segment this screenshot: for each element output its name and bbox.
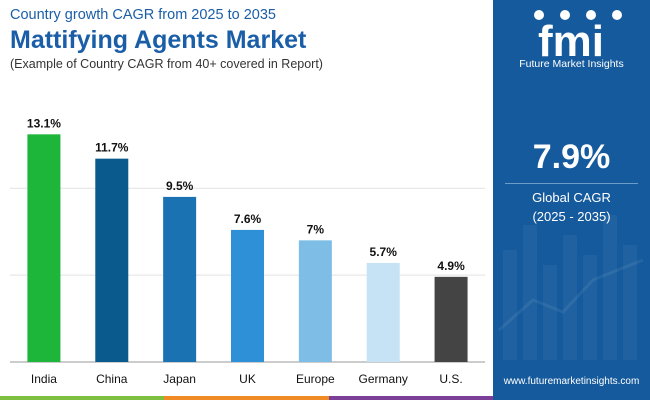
side-panel: fmi Future Market Insights 7.9% Global C…: [493, 0, 650, 400]
global-cagr-period: (2025 - 2035): [532, 209, 611, 224]
bar-germany: [366, 262, 400, 362]
chart-title: Mattifying Agents Market: [10, 26, 307, 54]
panel-texture: [498, 215, 644, 360]
bar-value-label: 5.7%: [370, 245, 398, 259]
cagr-divider: [505, 183, 638, 184]
bar-uk: [231, 229, 264, 362]
category-label: China: [96, 372, 128, 386]
category-label: Germany: [359, 372, 408, 386]
global-cagr-value: 7.9%: [532, 138, 611, 176]
footer-strip-orange: [164, 396, 329, 400]
global-cagr-caption: Global CAGR: [532, 190, 611, 205]
bar-china: [95, 158, 129, 362]
footer-strip-purple: [328, 396, 493, 400]
category-label: India: [31, 372, 57, 386]
bar-value-label: 7%: [307, 222, 325, 236]
chart-note: (Example of Country CAGR from 40+ covere…: [10, 57, 323, 71]
footer-color-strip: [0, 396, 493, 400]
category-label: Japan: [163, 372, 196, 386]
bar-japan: [163, 196, 197, 362]
bar-value-label: 11.7%: [95, 141, 129, 155]
logo-dot-icon: [560, 10, 570, 20]
category-label: UK: [239, 372, 256, 386]
logo-dot-icon: [586, 10, 596, 20]
category-label: U.S.: [439, 372, 462, 386]
bar-value-label: 9.5%: [166, 179, 194, 193]
logo-dot-icon: [534, 10, 544, 20]
logo-dot-icon: [612, 10, 622, 20]
fmi-logo: fmi: [534, 10, 622, 66]
bar-chart: 13.1% India 11.7% China 9.5% Japan 7.6% UK 7% Eur…: [10, 116, 485, 386]
footer-strip-green: [0, 396, 165, 400]
global-cagr-label: Global CAGR (2025 - 2035): [493, 188, 650, 226]
bar-us: [434, 276, 468, 362]
logo-caption: Future Market Insights: [519, 58, 624, 70]
chart-header: Country growth CAGR from 2025 to 2035 Ma…: [10, 6, 480, 73]
logo-wordmark: fmi: [538, 17, 604, 66]
bar-europe: [298, 240, 332, 362]
bar-value-label: 4.9%: [437, 259, 465, 273]
bar-value-label: 13.1%: [27, 116, 61, 130]
category-label: Europe: [296, 372, 335, 386]
website-link[interactable]: www.futuremarketinsights.com: [503, 376, 640, 387]
bar-value-label: 7.6%: [234, 212, 262, 226]
chart-subtitle: Country growth CAGR from 2025 to 2035: [10, 7, 276, 23]
bar-india: [27, 134, 61, 362]
